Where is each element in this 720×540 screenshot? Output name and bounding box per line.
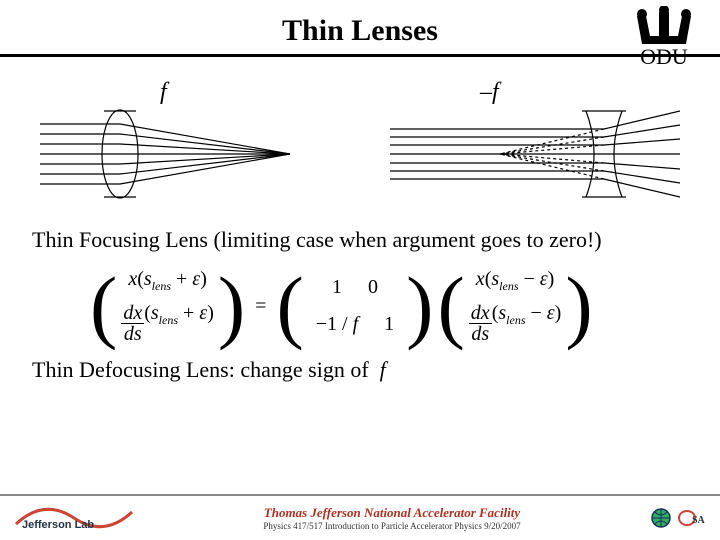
lens-diagrams-row: f — [0, 57, 720, 223]
converging-lens-diagram: f — [40, 79, 330, 219]
svg-text:Jefferson Lab: Jefferson Lab — [22, 519, 94, 531]
svg-text:SA: SA — [692, 515, 706, 526]
partner-logos: SA — [650, 507, 706, 529]
jefferson-lab-logo: Jefferson Lab — [14, 504, 134, 532]
course-info: Physics 417/517 Introduction to Particle… — [263, 521, 520, 531]
globe-icon — [650, 507, 672, 529]
diverging-lens-diagram: –f — [390, 79, 680, 219]
diverging-focal-label: –f — [480, 79, 499, 106]
page-title: Thin Lenses — [0, 0, 720, 48]
lab-name: Thomas Jefferson National Accelerator Fa… — [134, 505, 650, 521]
defocusing-text: Thin Defocusing Lens: change sign of f — [0, 353, 720, 391]
jsa-logo: SA — [678, 509, 706, 527]
converging-focal-label: f — [160, 79, 167, 106]
svg-text:ODU: ODU — [640, 44, 688, 69]
odu-logo: ODU — [626, 6, 702, 70]
focusing-text: Thin Focusing Lens (limiting case when a… — [0, 223, 720, 261]
footer: Jefferson Lab Thomas Jefferson National … — [0, 496, 720, 540]
matrix-equation: ( x(slens + ε) dxds(slens + ε) ) = ( 10 … — [0, 261, 720, 353]
